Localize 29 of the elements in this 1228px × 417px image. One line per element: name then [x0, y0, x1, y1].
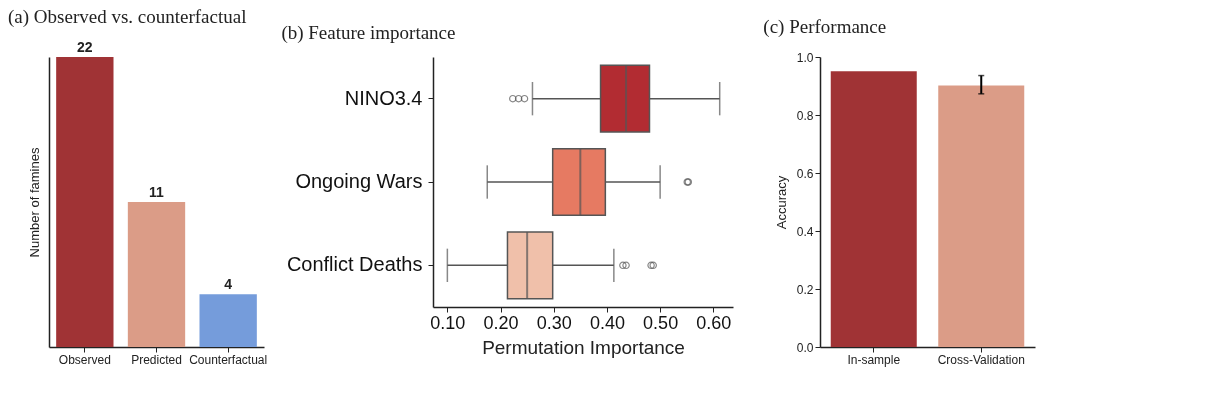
chart-title: (b) Feature importance — [281, 22, 456, 44]
chart-title: (c) Performance — [763, 16, 887, 38]
x-tick-label: Cross-Validation — [937, 352, 1025, 367]
x-tick-label: 0.50 — [643, 312, 679, 333]
y-tick-label: 0.2 — [796, 282, 814, 297]
y-tick-label: 1.0 — [796, 50, 814, 65]
y-tick-label: 0.6 — [796, 166, 814, 181]
x-tick-label: In-sample — [847, 352, 901, 367]
x-axis-title: Permutation Importance — [482, 336, 685, 358]
x-tick-label: Counterfactual — [189, 352, 268, 367]
data-label: 11 — [149, 184, 165, 200]
x-tick-label: 0.20 — [483, 312, 519, 333]
x-tick-label: 0.40 — [589, 312, 625, 333]
x-tick-label: 0.60 — [696, 312, 732, 333]
data-label: 4 — [224, 276, 233, 293]
y-axis-title: Accuracy — [773, 175, 789, 230]
y-axis-title: Number of famines — [26, 147, 42, 258]
x-tick-label: 0.10 — [430, 312, 466, 333]
y-tick-label: 0.8 — [796, 108, 814, 123]
y-tick-label: Conflict Deaths — [286, 253, 423, 276]
y-tick-label: Ongoing Wars — [295, 170, 423, 192]
x-tick-label: Observed — [58, 352, 111, 367]
y-tick-label: 0.4 — [796, 224, 814, 239]
data-label: 22 — [77, 39, 93, 55]
y-tick-label: NINO3.4 — [344, 86, 423, 109]
x-tick-label: Predicted — [131, 352, 182, 367]
x-tick-label: 0.30 — [536, 312, 572, 333]
chart-title: (a) Observed vs. counterfactual — [8, 6, 247, 28]
y-tick-label: 0.0 — [796, 340, 814, 355]
